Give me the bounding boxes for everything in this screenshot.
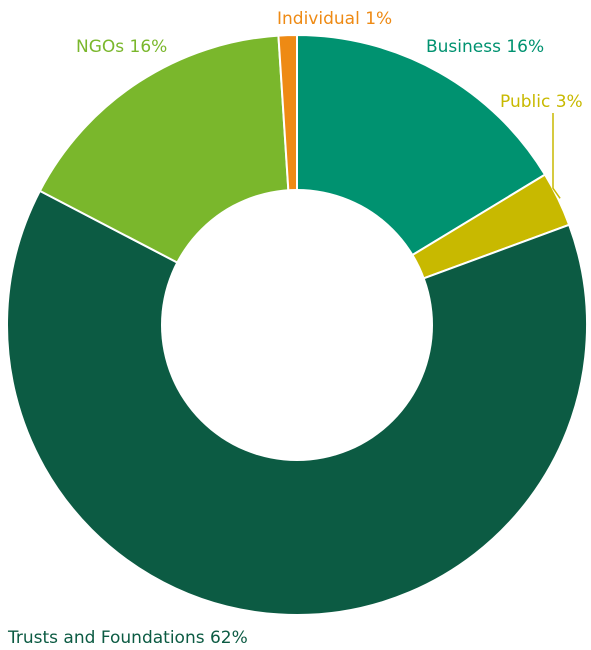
leader-line-public bbox=[552, 113, 561, 199]
label-individual: Individual 1% bbox=[277, 9, 392, 29]
leader-lines bbox=[552, 113, 561, 199]
slice-labels: Business 16% Public 3% Trusts and Foundati… bbox=[7, 9, 583, 648]
donut-hole bbox=[161, 189, 433, 461]
label-business: Business 16% bbox=[426, 37, 544, 57]
label-ngos: NGOs 16% bbox=[76, 37, 167, 57]
label-public: Public 3% bbox=[500, 92, 583, 112]
label-trusts-and-foundations: Trusts and Foundations 62% bbox=[7, 628, 248, 648]
